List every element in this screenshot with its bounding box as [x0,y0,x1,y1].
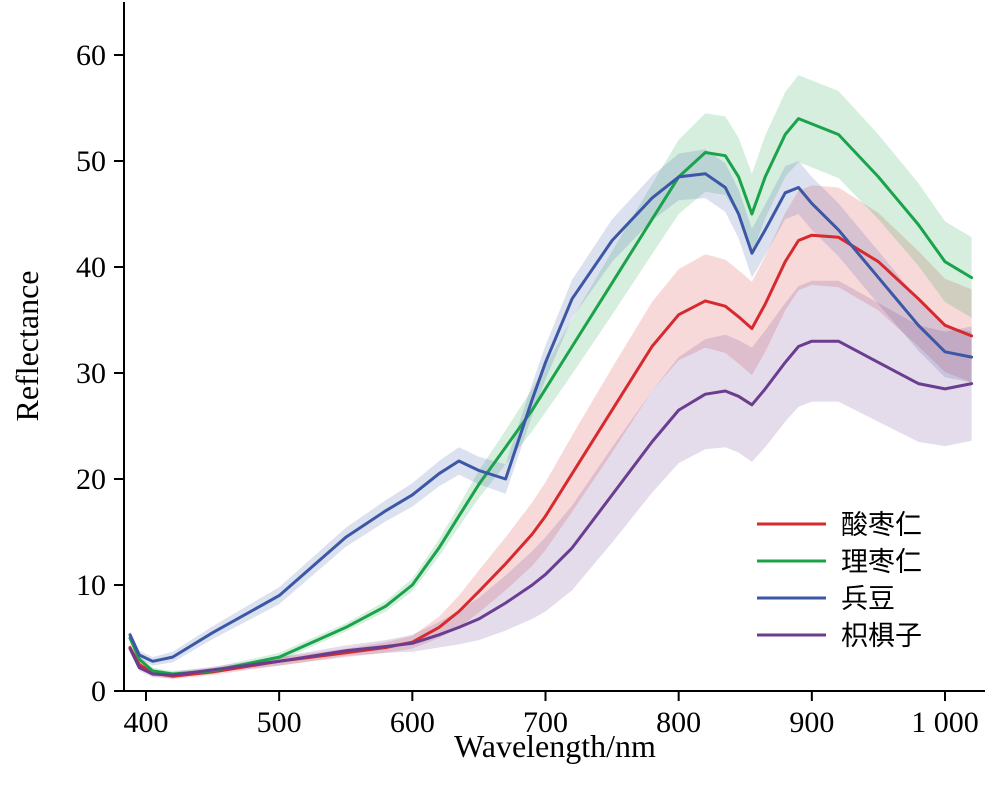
band-series-2 [130,149,972,666]
x-tick-label-1000: 1 000 [911,706,979,739]
y-tick-label-20: 20 [76,463,106,496]
x-tick-label-800: 800 [656,706,701,739]
legend-label-2: 兵豆 [841,584,895,615]
y-tick-label-30: 30 [76,357,106,390]
x-axis-title: Wavelength/nm [454,728,656,764]
y-tick-label-40: 40 [76,251,106,284]
series-lines [128,117,974,678]
y-tick-label-60: 60 [76,39,106,72]
legend-label-0: 酸枣仁 [841,510,922,541]
band-series-1 [130,75,972,678]
y-tick-label-10: 10 [76,569,106,602]
x-tick-label-400: 400 [124,706,169,739]
band-series-3 [130,280,972,679]
line-series-3 [128,339,974,677]
axes [123,2,985,692]
y-ticks: 0 10 20 30 40 50 60 [76,39,124,708]
x-ticks: 400 500 600 700 800 900 1 000 [124,691,979,739]
legend-label-3: 枳椇子 [841,621,922,652]
x-tick-label-500: 500 [257,706,302,739]
line-series-1 [128,117,974,676]
line-series-2 [128,172,974,663]
x-tick-label-700: 700 [523,706,568,739]
y-axis-title: Reflectance [9,271,45,422]
y-tick-label-50: 50 [76,145,106,178]
legend-label-1: 理枣仁 [841,547,922,578]
y-tick-label-0: 0 [91,675,106,708]
x-tick-label-600: 600 [390,706,435,739]
x-tick-label-900: 900 [789,706,834,739]
